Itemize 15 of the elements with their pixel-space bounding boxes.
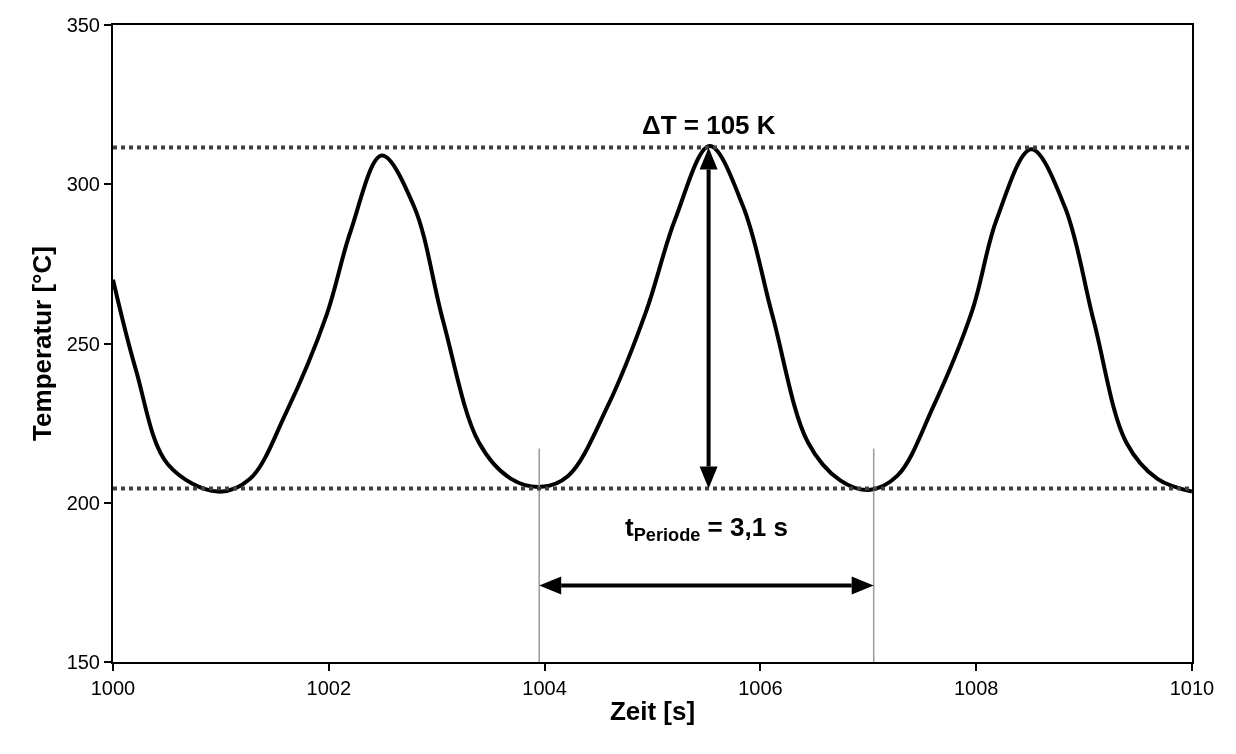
x-tick-label: 1006: [738, 677, 783, 699]
y-tick-label: 200: [66, 491, 100, 514]
x-tick-label: 1010: [1169, 677, 1215, 699]
y-tick-label: 250: [66, 332, 100, 355]
x-tick-label: 1000: [90, 677, 136, 699]
x-axis-title: Zeit [s]: [609, 696, 696, 727]
y-tick-label: 150: [66, 651, 100, 673]
x-tick-label: 1004: [522, 677, 567, 699]
y-axis-title: Temperatur [°C]: [26, 246, 57, 441]
y-tick-label: 350: [66, 14, 100, 36]
annotation: t$_{Periode}$ = 3,1 s: [625, 512, 788, 546]
annotation: ΔT = 105 K: [642, 110, 776, 140]
y-tick-label: 300: [66, 173, 100, 196]
x-tick-label: 1008: [953, 677, 999, 699]
x-tick-label: 1002: [306, 677, 352, 699]
